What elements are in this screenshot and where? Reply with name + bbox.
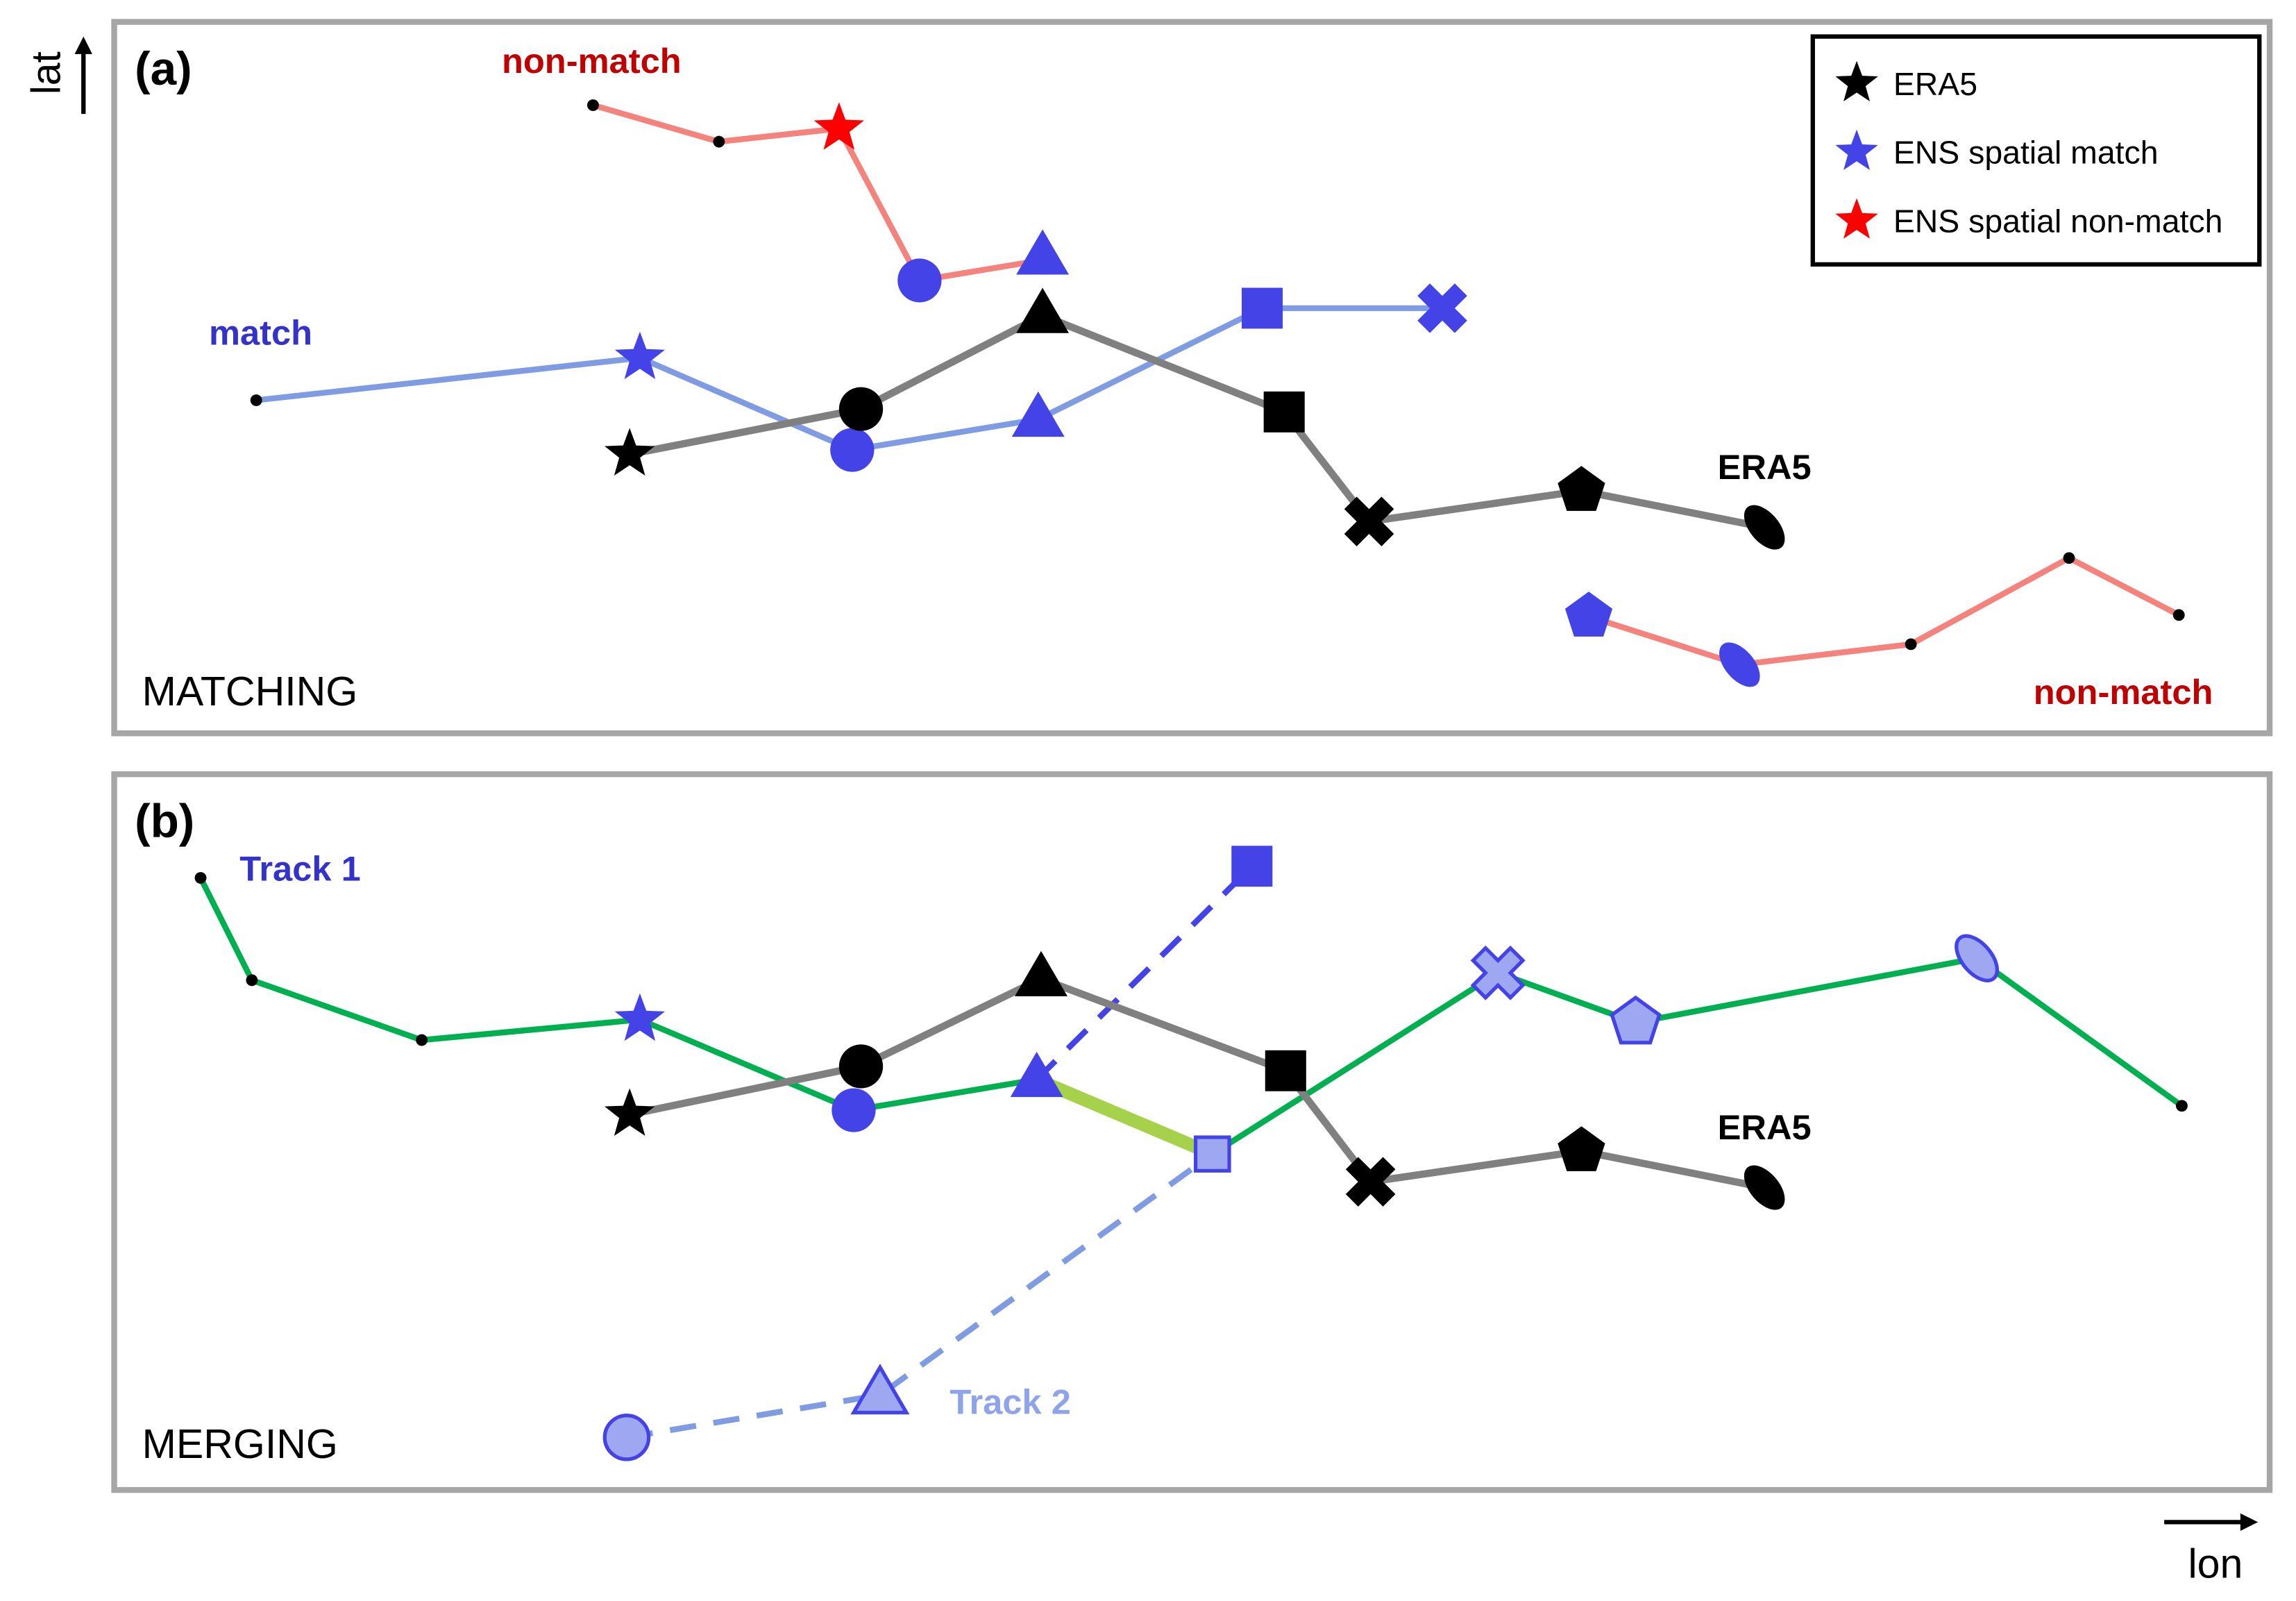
track2-pentagon-icon: [1612, 998, 1659, 1043]
era5-b-triangle-icon: [1015, 950, 1067, 996]
era5-b-circle-icon: [838, 1044, 884, 1089]
track1-point-1: [194, 872, 207, 884]
merged-track-end-point: [2176, 1100, 2188, 1112]
era5-a-triangle-icon: [1016, 287, 1070, 333]
match-track: [255, 305, 1443, 453]
panel-a-matching: (a) MATCHING non-matc: [111, 19, 2273, 737]
track1-triangle-icon: [1010, 1051, 1063, 1098]
non-match-top-point-1: [586, 99, 599, 111]
track1-dashed-line: [1034, 864, 1254, 1082]
track2-circle-icon: [605, 1416, 648, 1459]
era5-a-x-icon: [1331, 484, 1407, 559]
panel-a-frame: [111, 19, 2273, 737]
non-match-top-label: non-match: [502, 41, 682, 81]
era5-b-star-icon: [605, 1088, 655, 1136]
non-match-top-point-2: [713, 135, 725, 148]
track2-ellipse-icon: [1949, 929, 2005, 988]
track2-triangle-icon: [854, 1367, 906, 1412]
era5-a-pentagon-icon: [1558, 466, 1605, 511]
era5-a-star-icon: [605, 428, 655, 476]
era5-a-ellipse-icon: [1736, 498, 1793, 558]
match-square-icon: [1242, 287, 1283, 329]
track2-square-icon: [1196, 1137, 1229, 1171]
era5-a-square-icon: [1263, 391, 1305, 433]
non-match-circle-icon: [897, 258, 942, 303]
era5-b-ellipse-icon: [1736, 1158, 1793, 1218]
era5-b-label: ERA5: [1718, 1107, 1812, 1147]
panel-a-label: (a): [135, 43, 192, 95]
non-match-star-icon: [813, 102, 864, 150]
match-circle-icon: [830, 428, 875, 472]
era5-a-circle-icon: [838, 387, 884, 431]
legend-box: [1810, 34, 2262, 267]
non-match-bottom-point-2: [2063, 552, 2075, 564]
track1-point-2: [246, 974, 258, 987]
era5-b-x-icon: [1333, 1144, 1408, 1219]
match-label: match: [209, 313, 312, 353]
era5-b-square-icon: [1265, 1050, 1306, 1091]
merged-track-start: [198, 876, 1038, 1114]
track2-x-icon: [1461, 936, 1535, 1010]
match-triangle-icon: [1011, 391, 1065, 437]
era5-b-pentagon-icon: [1558, 1126, 1605, 1171]
merge-link: [1033, 1073, 1215, 1160]
track1-circle-icon: [832, 1088, 876, 1132]
legend-era5-label: ERA5: [1893, 66, 1977, 102]
panel-b-label: (b): [135, 796, 194, 848]
panel-b-frame: [111, 771, 2273, 1493]
legend-match-label: ENS spatial match: [1893, 135, 2159, 171]
legend: ERA5 ENS spatial match ENS spatial non-m…: [1810, 34, 2262, 267]
track1-point-3: [416, 1034, 428, 1046]
track1-star-icon: [614, 993, 666, 1041]
lat-axis-label: lat: [23, 51, 69, 94]
match-point-1: [250, 394, 262, 406]
non-match-track-bottom: [1587, 554, 2181, 668]
lon-arrow-head-icon: [2240, 1513, 2259, 1532]
track2-label: Track 2: [949, 1382, 1070, 1422]
non-match-pentagon-icon: [1564, 592, 1613, 637]
lat-axis-indicator: lat: [23, 36, 92, 115]
panel-a-title: MATCHING: [142, 669, 358, 714]
panel-b-title: MERGING: [142, 1421, 338, 1467]
track1-square-icon: [1231, 846, 1273, 887]
legend-non-match-label: ENS spatial non-match: [1893, 203, 2223, 240]
non-match-bottom-point-1: [1905, 638, 1917, 651]
merged-track-end: [1210, 955, 2184, 1157]
match-star-icon: [614, 331, 666, 380]
lon-axis-label: lon: [2188, 1541, 2243, 1586]
track1-label: Track 1: [239, 849, 360, 889]
lon-axis-indicator: lon: [2164, 1513, 2259, 1586]
non-match-track-top: [592, 102, 1043, 284]
non-match-triangle-icon: [1016, 229, 1070, 275]
lat-arrow-head-icon: [74, 36, 92, 54]
non-match-bottom-label: non-match: [2034, 672, 2213, 712]
non-match-bottom-point-3: [2172, 609, 2185, 621]
panel-b-merging: (b) MERGING Track 1 Tra: [111, 771, 2273, 1493]
era5-a-label: ERA5: [1718, 447, 1812, 487]
track2-dashed-line: [626, 1151, 1215, 1441]
